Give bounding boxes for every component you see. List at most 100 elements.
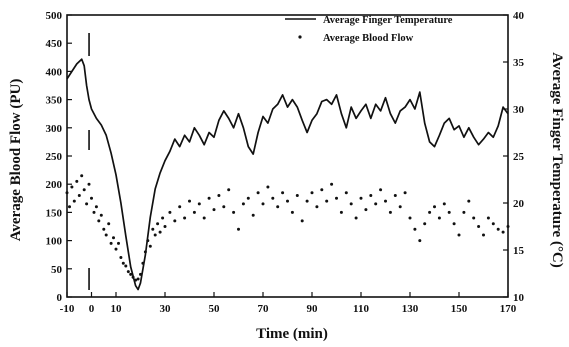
y-right-tick-label: 25: [513, 151, 525, 163]
blood-flow-point: [148, 244, 152, 248]
blood-flow-point: [104, 233, 108, 237]
blood-flow-point: [472, 216, 476, 220]
y-axis-left-title: Average Blood Flow (PU): [8, 79, 24, 242]
blood-flow-point: [80, 174, 84, 178]
y-axis-right: 10 15 20 25 30 35 40: [503, 10, 525, 304]
blood-flow-point: [501, 230, 505, 234]
blood-flow-point: [183, 216, 187, 220]
y-left-tick-label: 50: [51, 264, 63, 276]
x-tick-label: 110: [353, 303, 369, 315]
blood-flow-point: [163, 225, 167, 228]
y-left-tick-label: 0: [57, 292, 63, 304]
blood-flow-series: [65, 174, 510, 282]
x-tick-label: 10: [111, 303, 123, 315]
blood-flow-point: [126, 270, 130, 274]
plot-frame: [66, 14, 509, 298]
blood-flow-point: [335, 196, 338, 200]
blood-flow-point: [393, 194, 397, 197]
blood-flow-point: [119, 256, 123, 259]
blood-flow-point: [486, 216, 490, 220]
y-left-tick-label: 300: [46, 123, 63, 135]
blood-flow-point: [124, 264, 128, 268]
blood-flow-point: [286, 199, 289, 203]
blood-flow-point: [107, 222, 111, 226]
blood-flow-point: [77, 194, 81, 197]
x-tick-label: 130: [402, 303, 419, 315]
blood-flow-point: [467, 199, 471, 203]
temperature-line: [66, 58, 509, 291]
y-axis-left: 0 50 100 150 200 250 300 350 400 450 500: [46, 10, 72, 304]
blood-flow-point: [227, 188, 231, 192]
x-tick-label: 70: [258, 303, 270, 315]
blood-flow-point: [398, 205, 402, 209]
blood-flow-point: [388, 210, 392, 214]
y-left-tick-label: 100: [46, 236, 63, 248]
blood-flow-point: [266, 185, 270, 189]
y-right-tick-label: 20: [513, 198, 525, 210]
blood-flow-point: [305, 199, 309, 203]
legend-dot-swatch: [298, 35, 302, 39]
x-axis: -10 0 10 30 50 70 90 110 130 150 170: [60, 292, 517, 315]
y-left-tick-label: 350: [46, 95, 63, 107]
blood-flow-point: [212, 208, 216, 212]
blood-flow-point: [423, 222, 427, 226]
blood-flow-point: [384, 199, 387, 203]
blood-flow-point: [261, 202, 265, 206]
blood-flow-point: [246, 196, 250, 200]
x-tick-label: 170: [500, 303, 517, 315]
blood-flow-point: [158, 230, 162, 234]
blood-flow-point: [197, 202, 201, 206]
blood-flow-point: [457, 233, 461, 237]
blood-flow-point: [97, 219, 101, 223]
blood-flow-point: [178, 205, 182, 209]
blood-flow-point: [102, 227, 106, 231]
blood-flow-point: [136, 277, 140, 281]
blood-flow-point: [256, 191, 260, 195]
legend-label-blood-flow: Average Blood Flow: [323, 33, 414, 44]
blood-flow-point: [70, 185, 74, 189]
blood-flow-point: [232, 210, 236, 214]
y-left-tick-label: 400: [46, 66, 63, 78]
y-left-tick-label: 450: [46, 38, 63, 50]
blood-flow-point: [315, 205, 319, 209]
y-left-tick-label: 200: [46, 179, 63, 191]
blood-flow-point: [156, 222, 160, 226]
blood-flow-point: [364, 208, 368, 212]
blood-flow-point: [188, 199, 191, 203]
blood-flow-point: [374, 202, 378, 206]
y-right-tick-label: 10: [513, 292, 525, 304]
blood-flow-point: [408, 216, 412, 220]
blood-flow-point: [496, 227, 500, 231]
y-left-tick-label: 150: [46, 207, 63, 219]
blood-flow-point: [251, 213, 255, 217]
blood-flow-point: [413, 227, 417, 231]
blood-flow-point: [237, 227, 240, 231]
legend: Average Finger Temperature Average Blood…: [285, 15, 453, 44]
blood-flow-point: [192, 210, 196, 214]
blood-flow-point: [330, 182, 334, 186]
blood-flow-point: [320, 188, 324, 192]
blood-flow-point: [354, 216, 358, 220]
blood-flow-point: [121, 261, 125, 265]
blood-flow-point: [65, 191, 69, 195]
blood-flow-point: [109, 241, 113, 245]
blood-flow-point: [477, 225, 481, 228]
blood-flow-point: [482, 233, 485, 237]
finger-temperature-series: [66, 58, 509, 291]
blood-flow-point: [94, 205, 98, 209]
blood-flow-point: [418, 239, 422, 243]
blood-flow-point: [452, 222, 456, 226]
blood-flow-point: [87, 182, 91, 186]
blood-flow-point: [92, 210, 96, 214]
blood-flow-point: [168, 210, 172, 214]
blood-flow-point: [310, 191, 314, 195]
y-left-tick-label: 250: [46, 151, 63, 163]
blood-flow-point: [379, 188, 383, 192]
plot-area: [66, 14, 509, 298]
blood-flow-point: [403, 191, 407, 195]
blood-flow-point: [117, 241, 120, 245]
blood-flow-point: [339, 210, 343, 214]
blood-flow-point: [462, 210, 466, 214]
blood-flow-point: [442, 202, 446, 206]
